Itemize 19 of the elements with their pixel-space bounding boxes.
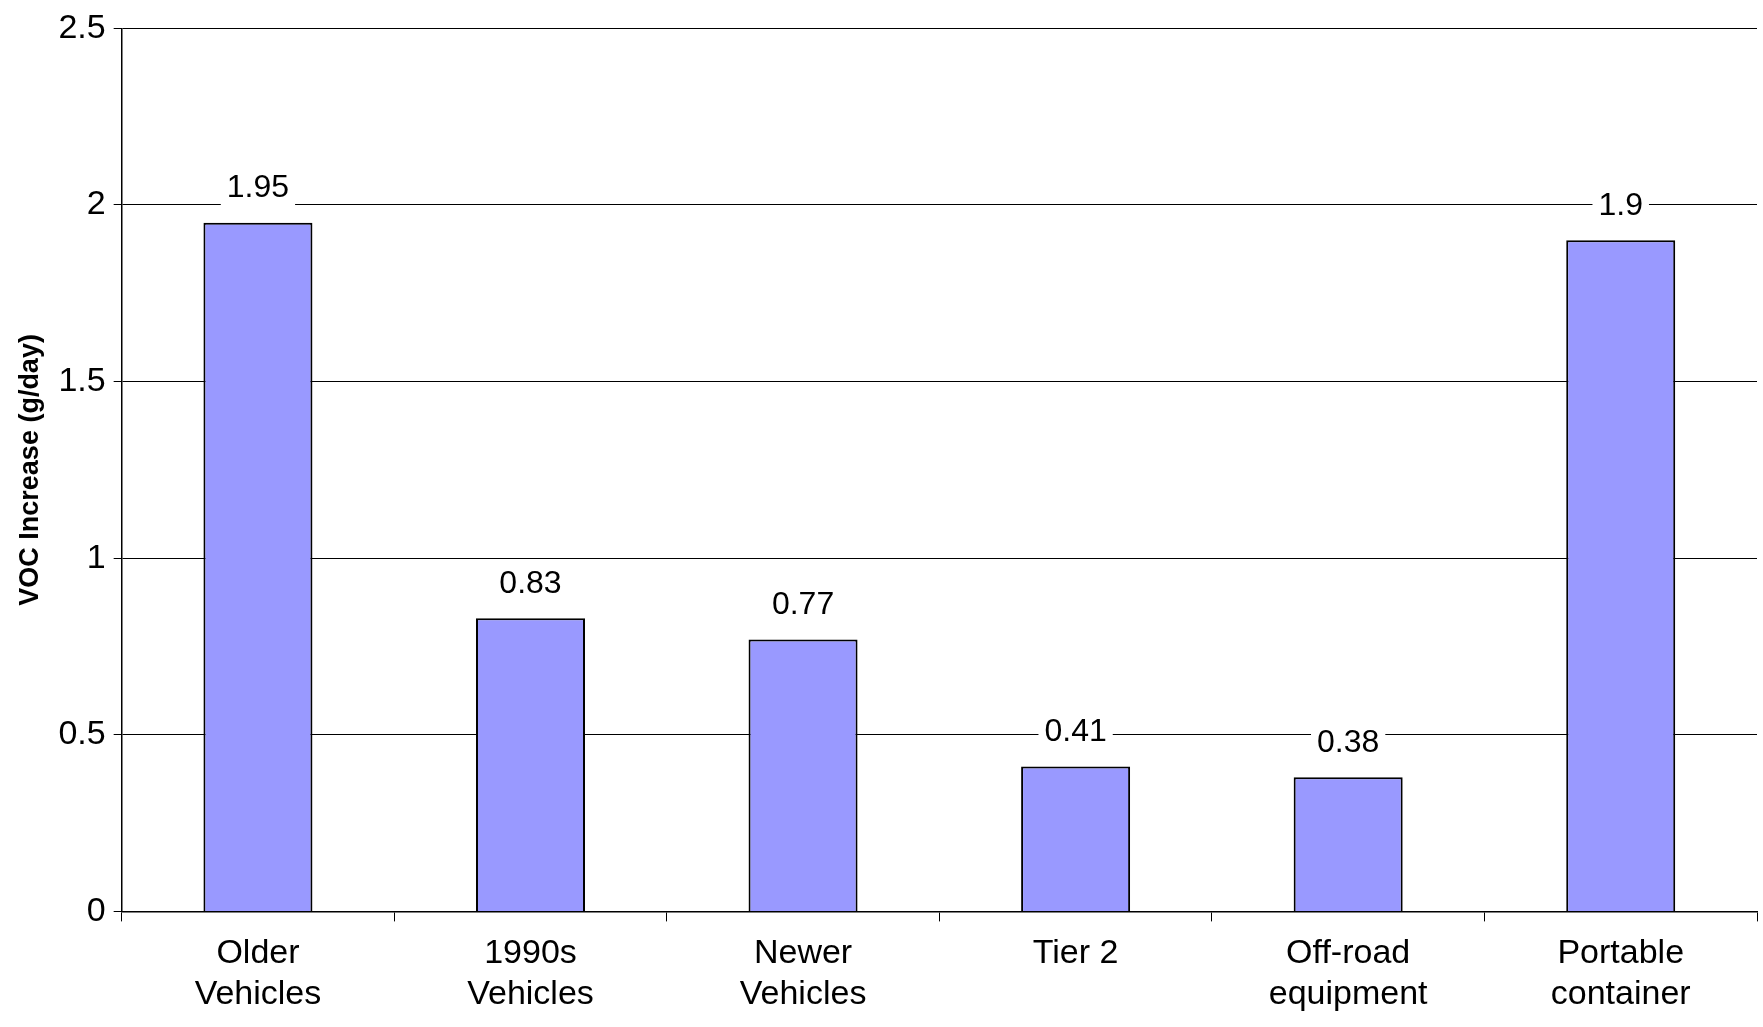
- y-tick-label: 1.5: [58, 359, 106, 398]
- y-tick-label: 2: [86, 183, 106, 222]
- x-tick-label: Newer Vehicles: [739, 932, 867, 1011]
- data-label: 0.83: [499, 564, 562, 601]
- y-tick-label: 2.5: [58, 6, 106, 45]
- x-tick-label: Tier 2: [1032, 932, 1119, 971]
- data-label: 0.41: [1044, 712, 1107, 749]
- x-tick-label: Older Vehicles: [194, 932, 322, 1011]
- y-axis-title: VOC Increase (g/day): [13, 334, 44, 606]
- data-label: 1.9: [1598, 186, 1643, 223]
- data-label: 0.38: [1317, 723, 1380, 760]
- x-tick-label: Portable container: [1550, 932, 1691, 1011]
- data-label: 1.95: [226, 168, 290, 205]
- x-tick-label: Off-road equipment: [1268, 932, 1429, 1011]
- y-tick-label: 0: [86, 889, 106, 928]
- y-tick-label: 1: [86, 536, 106, 575]
- data-label: 0.77: [771, 585, 835, 622]
- y-tick-label: 0.5: [58, 713, 106, 752]
- x-tick-label: 1990s Vehicles: [467, 932, 594, 1011]
